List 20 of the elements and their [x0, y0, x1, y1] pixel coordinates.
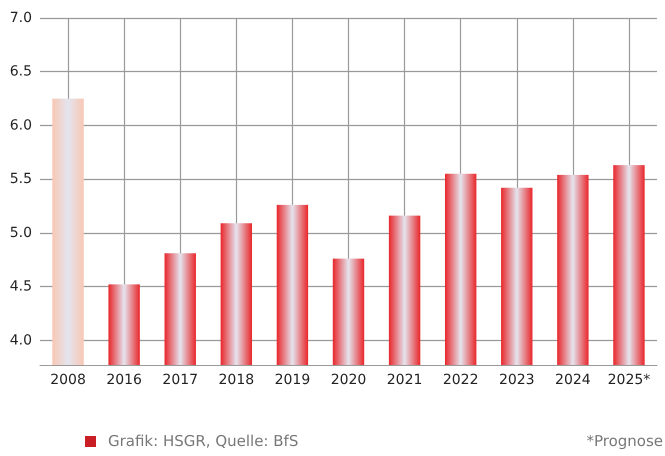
- y-tick-label: 4.5: [10, 278, 32, 295]
- x-tick-label: 2017: [162, 372, 198, 388]
- x-tick-label: 2024: [555, 372, 591, 388]
- y-tick-label: 4.0: [10, 332, 32, 348]
- y-tick-label: 7.0: [10, 10, 32, 26]
- x-tick-label: 2023: [498, 372, 535, 388]
- text: Grafik: HSGR, Quelle: BfS: [108, 432, 298, 450]
- x-tick-label: 2020: [330, 372, 366, 388]
- text: *Prognose: [586, 432, 663, 450]
- y-tick-label: 6.0: [10, 117, 32, 134]
- y-tick-label: 6.5: [10, 64, 32, 80]
- y-tick-label: 5.5: [10, 171, 32, 188]
- x-tick-label: 2008: [50, 372, 86, 388]
- x-tick-label: 2019: [274, 372, 310, 388]
- x-tick-label: 2016: [106, 372, 142, 388]
- x-tick-label: 2025*: [608, 372, 650, 388]
- x-tick-label: 2018: [218, 372, 254, 388]
- x-tick-label: 2021: [386, 372, 422, 388]
- x-tick-label: 2022: [442, 372, 478, 388]
- y-tick-label: 5.0: [10, 224, 32, 241]
